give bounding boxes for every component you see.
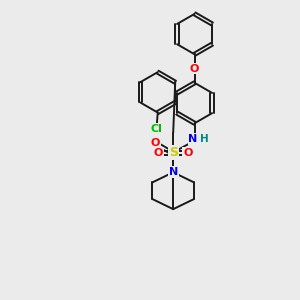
Text: Cl: Cl (150, 124, 162, 134)
Text: N: N (188, 134, 198, 144)
Text: O: O (183, 148, 193, 158)
Text: N: N (169, 167, 178, 177)
Text: O: O (151, 138, 160, 148)
Text: O: O (154, 148, 163, 158)
Text: H: H (200, 134, 208, 144)
Text: O: O (190, 64, 199, 74)
Text: S: S (169, 146, 178, 160)
